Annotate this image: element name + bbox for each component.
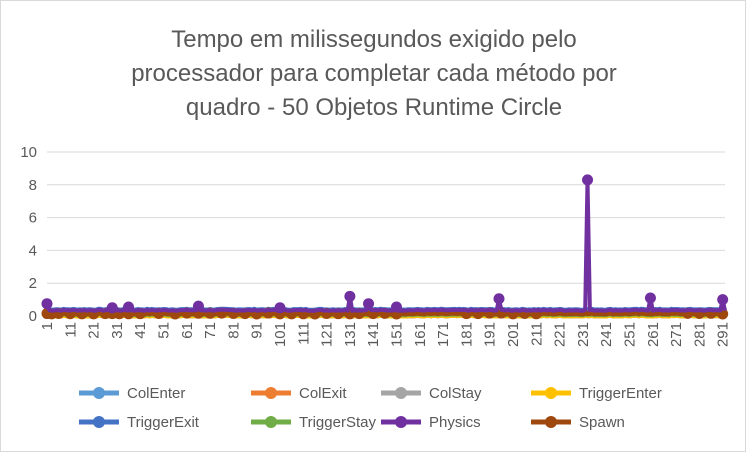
x-tick-label: 61	[179, 322, 196, 339]
y-tick-label: 4	[29, 242, 37, 259]
data-point	[274, 302, 286, 314]
x-tick-label: 271	[668, 322, 685, 347]
data-point	[644, 292, 656, 304]
plot-area	[41, 174, 729, 320]
legend-entry: TriggerStay	[251, 414, 376, 431]
legend-entry: ColEnter	[79, 385, 185, 402]
x-tick-label: 201	[505, 322, 522, 347]
x-tick-label: 141	[365, 322, 382, 347]
y-tick-label: 10	[20, 144, 37, 161]
x-tick-label: 71	[202, 322, 219, 339]
chart-title-line-1: Tempo em milissegundos exigido pelo	[171, 26, 577, 53]
x-tick-label: 211	[528, 322, 545, 346]
legend-label: ColExit	[299, 385, 347, 402]
series-line	[45, 177, 727, 313]
legend-label: TriggerExit	[127, 414, 200, 431]
x-tick-label: 251	[621, 322, 638, 347]
x-tick-label: 171	[435, 322, 452, 347]
data-point	[41, 298, 53, 310]
x-tick-label: 151	[388, 322, 405, 347]
chart-title-line-3: quadro - 50 Objetos Runtime Circle	[186, 94, 562, 121]
legend-entry: ColStay	[381, 385, 482, 402]
data-point	[106, 302, 118, 314]
legend: ColEnter ColExit ColStay TriggerEnter Trigge…	[79, 385, 662, 431]
x-tick-label: 231	[575, 322, 592, 347]
chart-title-line-2: processador para completar cada método p…	[131, 60, 617, 87]
x-tick-label: 131	[342, 322, 359, 347]
x-tick-label: 1	[39, 322, 56, 330]
data-point	[493, 293, 505, 305]
data-point	[344, 290, 356, 302]
data-point	[582, 174, 594, 186]
x-tick-label: 221	[552, 322, 569, 347]
legend-marker	[93, 416, 105, 428]
legend-marker	[545, 416, 557, 428]
legend-entry: Physics	[381, 414, 481, 431]
legend-marker	[93, 387, 105, 399]
legend-marker	[545, 387, 557, 399]
legend-entry: Spawn	[531, 414, 625, 431]
legend-entry: TriggerExit	[79, 414, 200, 431]
x-tick-label: 41	[132, 322, 149, 339]
gridlines	[47, 151, 725, 317]
legend-label: ColEnter	[127, 385, 185, 402]
x-tick-label: 281	[691, 322, 708, 347]
x-tick-label: 31	[109, 322, 126, 339]
legend-marker	[265, 387, 277, 399]
y-tick-label: 2	[29, 275, 37, 292]
x-tick-label: 21	[86, 322, 103, 339]
x-tick-label: 181	[458, 322, 475, 347]
legend-label: Spawn	[579, 414, 625, 431]
x-axis: 1 11 21 31 41 51 61 71 81 91 101 111 121 131 141 151 161…	[39, 315, 732, 347]
legend-marker	[395, 387, 407, 399]
y-tick-label: 6	[29, 210, 37, 227]
legend-label: TriggerEnter	[579, 385, 662, 402]
data-point	[192, 300, 204, 312]
x-tick-label: 51	[155, 322, 172, 339]
legend-label: Physics	[429, 414, 481, 431]
legend-label: TriggerStay	[299, 414, 376, 431]
data-point	[363, 298, 375, 310]
data-point	[717, 294, 729, 306]
data-point	[390, 301, 402, 313]
x-tick-label: 11	[62, 322, 79, 338]
chart-title: Tempo em milissegundos exigido pelo proc…	[131, 26, 617, 121]
x-tick-label: 101	[272, 322, 289, 347]
y-axis: 0 2 4 6 8 10	[20, 144, 37, 325]
x-tick-label: 111	[295, 322, 312, 345]
series-physics	[41, 174, 729, 314]
y-tick-label: 8	[29, 177, 37, 194]
x-tick-label: 261	[645, 322, 662, 347]
y-tick-label: 0	[29, 308, 37, 325]
x-tick-label: 121	[319, 322, 336, 347]
legend-marker	[265, 416, 277, 428]
x-tick-label: 291	[715, 322, 732, 347]
x-tick-label: 91	[249, 322, 266, 339]
legend-entry: ColExit	[251, 385, 347, 402]
legend-entry: TriggerEnter	[531, 385, 662, 402]
x-tick-label: 191	[482, 322, 499, 347]
x-tick-label: 81	[225, 322, 242, 339]
x-tick-label: 161	[412, 322, 429, 347]
data-point	[123, 301, 135, 313]
x-tick-label: 241	[598, 322, 615, 347]
legend-marker	[395, 416, 407, 428]
legend-label: ColStay	[429, 385, 482, 402]
